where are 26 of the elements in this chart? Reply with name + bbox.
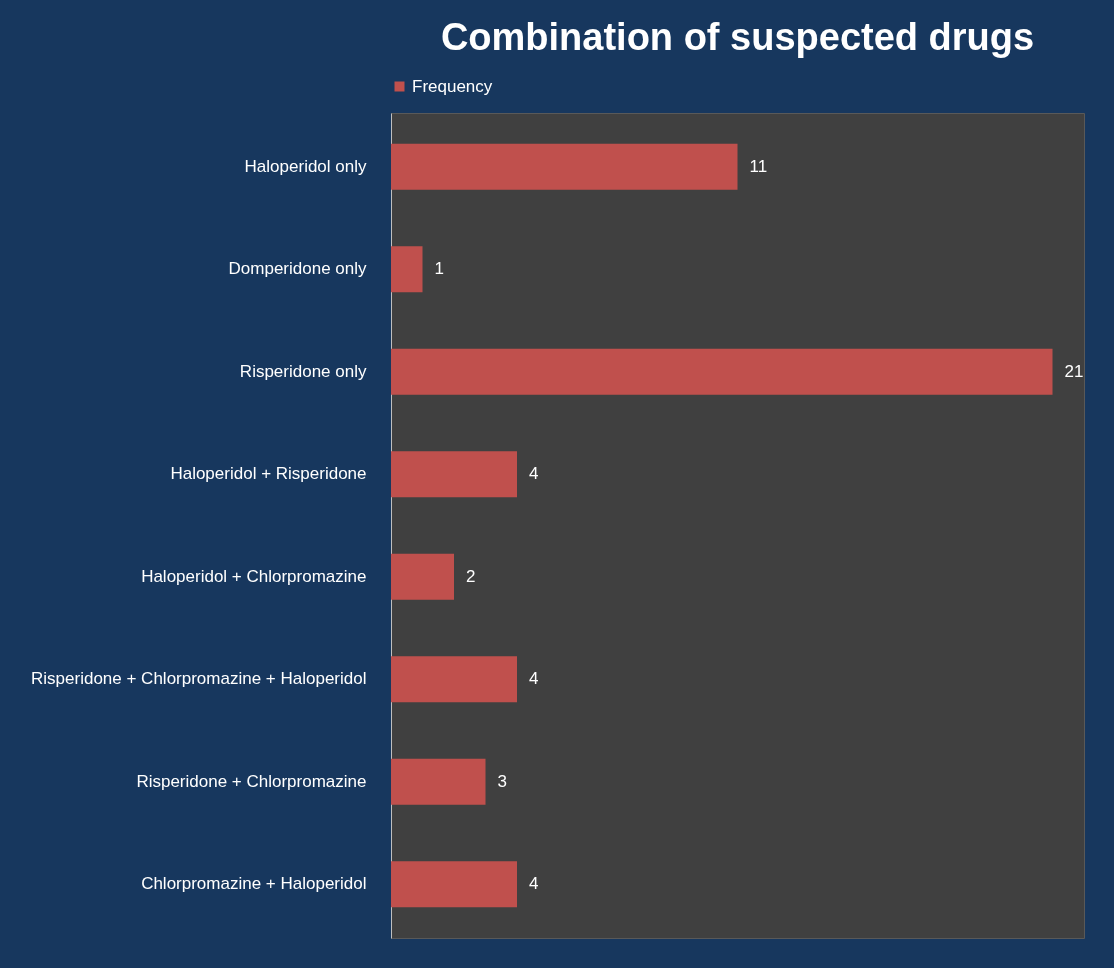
- data-label: 4: [529, 669, 539, 689]
- data-label: 21: [1064, 361, 1084, 381]
- y-tick-label: Haloperidol only: [244, 156, 367, 176]
- bar: [391, 861, 517, 908]
- legend-label: Frequency: [412, 76, 493, 96]
- y-tick-label: Domperidone only: [228, 259, 367, 279]
- y-tick-label: Risperidone only: [239, 361, 367, 381]
- y-tick-label: Chlorpromazine + Haloperidol: [141, 874, 367, 894]
- y-tick-label: Haloperidol + Chlorpromazine: [141, 566, 367, 586]
- data-label: 4: [529, 874, 539, 894]
- y-tick-label: Risperidone + Chlorpromazine + Haloperidol: [31, 669, 367, 689]
- data-label: 1: [434, 259, 444, 279]
- y-tick-label: Risperidone + Chlorpromazine: [136, 771, 367, 791]
- bar: [391, 348, 1053, 395]
- bar: [391, 246, 423, 293]
- bar: [391, 553, 454, 600]
- bar: [391, 656, 517, 703]
- bar: [391, 451, 517, 498]
- bar: [391, 758, 486, 805]
- data-label: 11: [749, 156, 768, 176]
- data-label: 2: [466, 566, 476, 586]
- chart-title: Combination of suspected drugs: [440, 16, 1035, 58]
- bar: [391, 143, 738, 190]
- data-label: 3: [497, 771, 507, 791]
- y-tick-label: Haloperidol + Risperidone: [170, 464, 367, 484]
- data-label: 4: [529, 464, 539, 484]
